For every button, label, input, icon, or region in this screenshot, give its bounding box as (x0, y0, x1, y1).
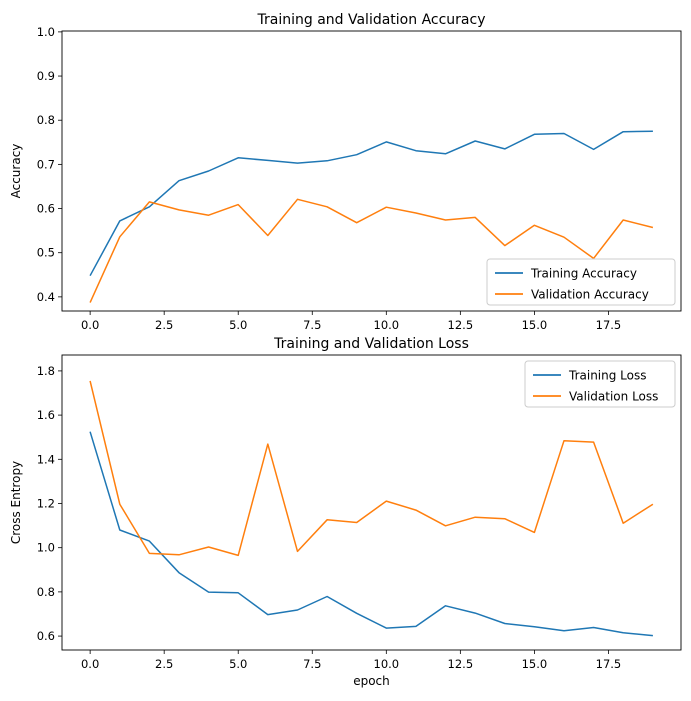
x-tick-label: 17.5 (596, 318, 622, 332)
y-tick-label: 0.8 (37, 113, 55, 127)
series-line-training-accuracy (89, 130, 653, 277)
legend-box (524, 360, 676, 408)
x-tick-label: 7.5 (303, 318, 321, 332)
y-axis-label: Cross Entropy (9, 461, 23, 544)
y-tick-label: 0.7 (37, 157, 55, 171)
chart-1: 0.0 2.5 5.0 7.5 10.0 12.5 15.0 17.5 0.6 0.8 1.0 1.2… (9, 336, 682, 688)
y-tick-label: 0.4 (37, 290, 55, 304)
legend-label: Training Accuracy (530, 267, 637, 281)
legend-label: Validation Loss (569, 390, 658, 404)
x-tick-label: 15.0 (522, 318, 548, 332)
x-tick-label: 10.0 (374, 318, 400, 332)
y-tick-label: 1.0 (37, 25, 55, 39)
x-tick-label: 15.0 (522, 657, 548, 671)
y-tick-label: 1.6 (37, 408, 55, 422)
x-tick-label: 2.5 (155, 657, 173, 671)
series-line-validation-accuracy (89, 198, 654, 303)
series-line-training-loss (89, 431, 653, 637)
y-tick-label: 1.0 (37, 541, 55, 555)
y-axis-label: Accuracy (9, 144, 23, 199)
x-tick-label: 12.5 (448, 318, 474, 332)
series-line-validation-loss (89, 380, 654, 557)
y-tick-label: 0.9 (37, 69, 55, 83)
x-tick-label: 10.0 (374, 657, 400, 671)
legend: Training Accuracy Validation Accuracy (486, 258, 676, 306)
x-tick-label: 0.0 (81, 657, 99, 671)
y-tick-label: 0.5 (37, 246, 55, 260)
legend-label: Training Loss (568, 369, 646, 383)
x-tick-label: 12.5 (448, 657, 474, 671)
y-tick-label: 0.6 (37, 202, 55, 216)
axes-frame (61, 30, 682, 312)
y-tick-label: 1.8 (37, 364, 55, 378)
chart-0: 0.0 2.5 5.0 7.5 10.0 12.5 15.0 17.5 0.4 0.5 0.6 0.7… (9, 12, 682, 332)
axes-frame (61, 354, 682, 651)
chart-title: Training and Validation Loss (273, 336, 469, 352)
legend-box (486, 258, 676, 306)
legend-label: Validation Accuracy (531, 288, 649, 302)
x-tick-label: 17.5 (596, 657, 622, 671)
x-axis-label: epoch (353, 674, 390, 688)
x-tick-label: 2.5 (155, 318, 173, 332)
x-tick-label: 5.0 (229, 657, 247, 671)
legend: Training Loss Validation Loss (524, 360, 676, 408)
y-tick-label: 1.2 (37, 496, 55, 510)
y-tick-label: 0.6 (37, 629, 55, 643)
y-tick-label: 0.8 (37, 585, 55, 599)
y-tick-label: 1.4 (37, 452, 55, 466)
x-tick-label: 0.0 (81, 318, 99, 332)
chart-title: Training and Validation Accuracy (257, 12, 486, 28)
x-tick-label: 5.0 (229, 318, 247, 332)
x-tick-label: 7.5 (303, 657, 321, 671)
